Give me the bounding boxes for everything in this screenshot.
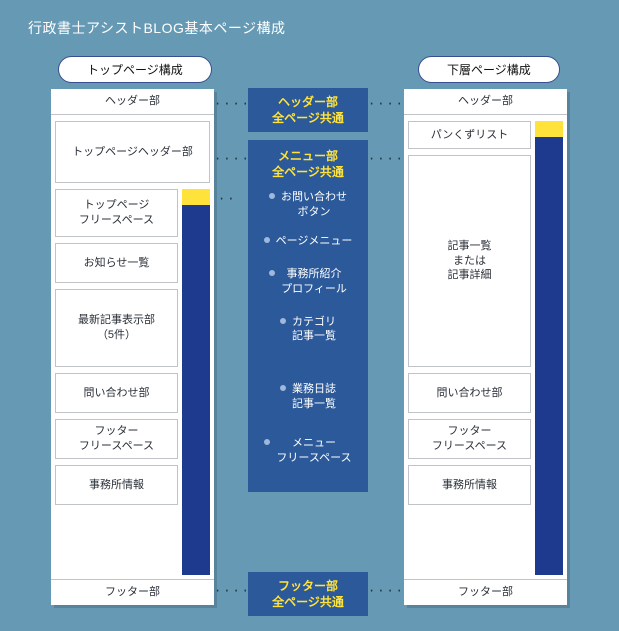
bullet-icon [269, 270, 275, 276]
bullet-icon [280, 385, 286, 391]
page-title: 行政書士アシストBLOG基本ページ構成 [28, 18, 286, 38]
right-breadcrumb: パンくずリスト [408, 121, 531, 149]
bullet-icon [280, 318, 286, 324]
right-yellow-chip [535, 121, 563, 137]
mid-item-pagemenu: ページメニュー [254, 234, 362, 249]
left-office-info: 事務所情報 [55, 465, 178, 505]
dots: ···· [368, 584, 405, 598]
dots: ···· [214, 584, 251, 598]
left-blue-sidebar [182, 189, 210, 575]
right-office-info: 事務所情報 [408, 465, 531, 505]
right-header-bar: ヘッダー部 [404, 89, 567, 115]
bullet-icon [264, 237, 270, 243]
right-footer-freespace: フッター フリースペース [408, 419, 531, 459]
bullet-icon [269, 193, 275, 199]
mid-menu-box: メニュー部 全ページ共通 お問い合わせ ボタン ページメニュー 事務所紹介 プロ… [248, 140, 368, 492]
right-blue-sidebar [535, 121, 563, 575]
mid-menu-title: メニュー部 全ページ共通 [254, 148, 362, 180]
left-tab: トップページ構成 [58, 56, 212, 83]
right-inquiry: 問い合わせ部 [408, 373, 531, 413]
left-footer-bar: フッター部 [51, 579, 214, 605]
dots: ·· [218, 192, 236, 206]
left-footer-freespace: フッター フリースペース [55, 419, 178, 459]
right-column: ヘッダー部 パンくずリスト 記事一覧 または 記事詳細 問い合わせ部 フッター … [404, 89, 567, 605]
mid-footer-box: フッター部 全ページ共通 [248, 572, 368, 616]
left-latest: 最新記事表示部 （5件） [55, 289, 178, 367]
left-header-bar: ヘッダー部 [51, 89, 214, 115]
left-freespace: トップページ フリースペース [55, 189, 178, 237]
left-yellow-chip [182, 189, 210, 205]
mid-item-contact: お問い合わせ ボタン [254, 190, 362, 220]
right-tab: 下層ページ構成 [418, 56, 560, 83]
right-article-area: 記事一覧 または 記事詳細 [408, 155, 531, 367]
right-footer-bar: フッター部 [404, 579, 567, 605]
mid-item-freespace: メニュー フリースペース [254, 436, 362, 466]
bullet-icon [264, 439, 270, 445]
dots: ···· [368, 152, 405, 166]
left-column: ヘッダー部 トップページヘッダー部 トップページ フリースペース お知らせ一覧 … [51, 89, 214, 605]
mid-item-category: カテゴリ 記事一覧 [254, 315, 362, 345]
dots: ···· [214, 152, 251, 166]
left-news: お知らせ一覧 [55, 243, 178, 283]
left-inquiry: 問い合わせ部 [55, 373, 178, 413]
dots: ···· [368, 97, 405, 111]
mid-header-title: ヘッダー部 全ページ共通 [252, 94, 364, 126]
left-top-header-section: トップページヘッダー部 [55, 121, 210, 183]
mid-header-box: ヘッダー部 全ページ共通 [248, 88, 368, 132]
mid-item-office: 事務所紹介 プロフィール [254, 267, 362, 297]
mid-footer-title: フッター部 全ページ共通 [252, 578, 364, 610]
mid-item-diary: 業務日誌 記事一覧 [254, 382, 362, 412]
dots: ···· [214, 97, 251, 111]
